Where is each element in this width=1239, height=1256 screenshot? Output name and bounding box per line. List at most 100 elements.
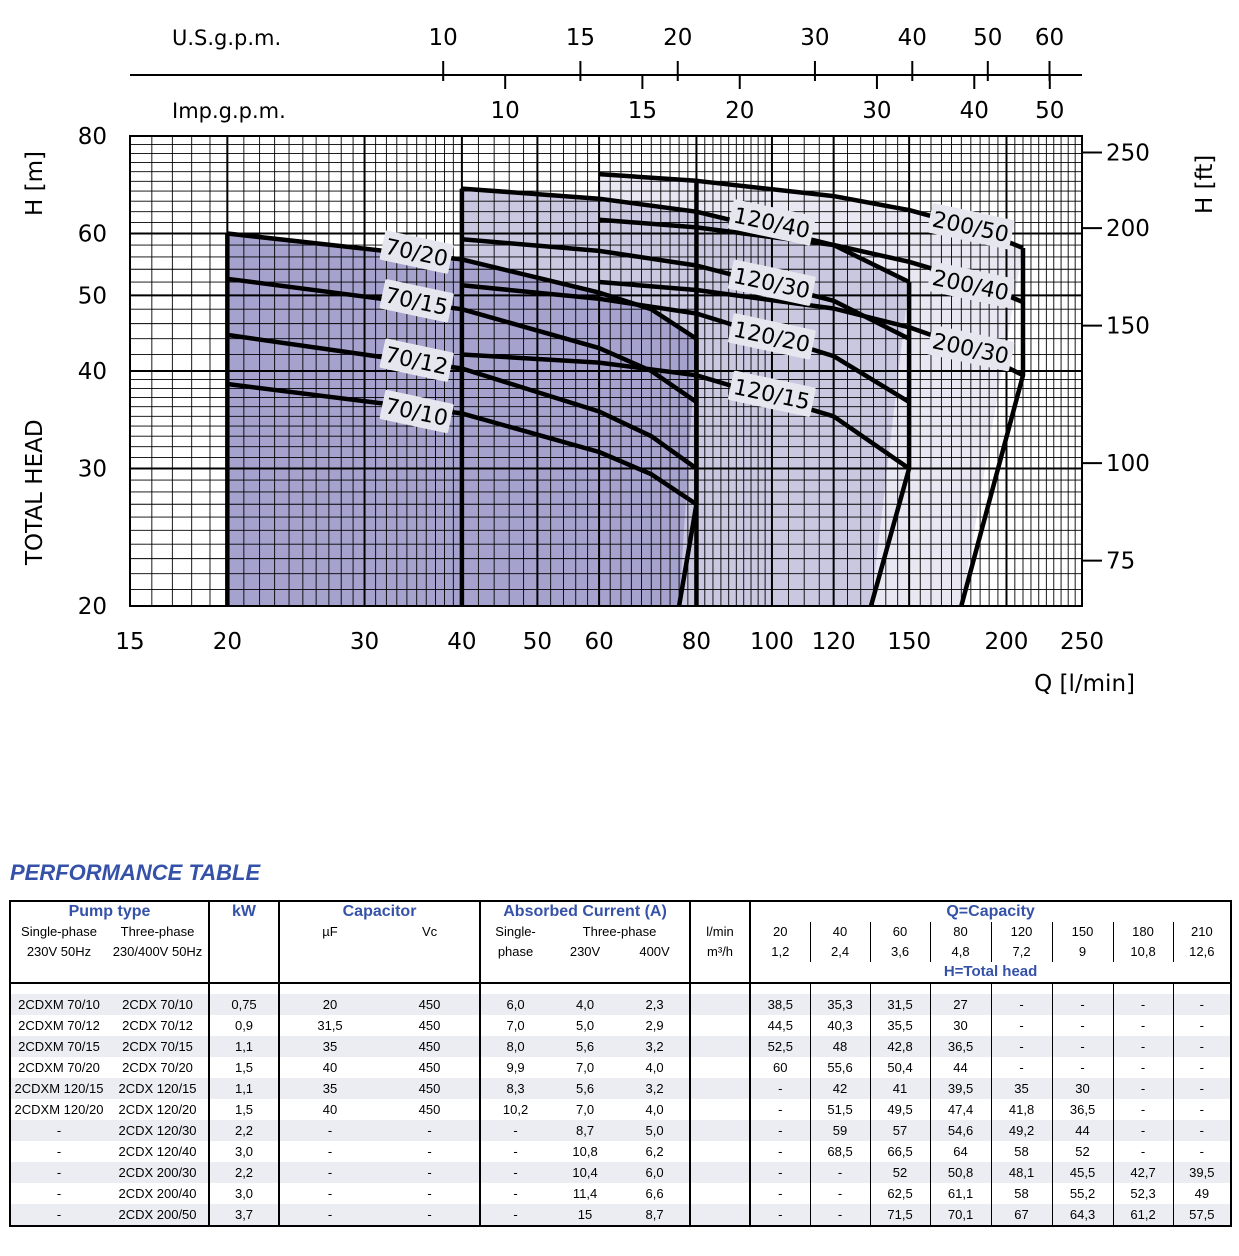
cell-400v-current: 4,0 [620, 1057, 691, 1078]
cell-single-current: - [479, 1141, 551, 1162]
q-lmin-20: 20 [749, 922, 811, 942]
y2-tick-label: 250 [1106, 140, 1150, 166]
table-row: 2CDXM 70/10 2CDX 70/10 0,75 20 450 6,0 4,0 2,3 3… [9, 994, 1233, 1015]
cell-head: 58 [990, 1141, 1053, 1162]
cell-kw: 0,75 [208, 994, 280, 1015]
cell-single-phase: 2CDXM 70/20 [9, 1057, 107, 1078]
q-m3h-4: 7,2 [990, 942, 1053, 962]
cell-head: 68,5 [809, 1141, 871, 1162]
cell-head: - [990, 1036, 1053, 1057]
cell-uf: 35 [278, 1078, 381, 1099]
cell-single-phase: - [9, 1204, 107, 1226]
cell-230v-current: 5,6 [550, 1078, 621, 1099]
x-tick-label: 40 [447, 629, 476, 655]
cell-single-current: - [479, 1183, 551, 1204]
us-gpm-tick-label: 30 [800, 25, 829, 51]
cell-three-phase: 2CDX 70/10 [107, 994, 210, 1015]
cell-three-phase: 2CDX 200/30 [107, 1162, 210, 1183]
cell-single-phase: 2CDXM 70/15 [9, 1036, 107, 1057]
cell-head: - [1172, 1036, 1233, 1057]
q-m3h-5: 9 [1051, 942, 1114, 962]
cell-head: 50,8 [929, 1162, 992, 1183]
header-lmin: l/min [689, 922, 751, 942]
chart-grid [129, 135, 1083, 607]
cell-head: 54,6 [929, 1120, 992, 1141]
x-tick-label: 30 [350, 629, 379, 655]
y-tick-label: 30 [78, 457, 107, 483]
header-three: Three-phase [582, 924, 657, 939]
cell-head: 30 [1051, 1078, 1114, 1099]
us-gpm-tick-label: 10 [429, 25, 458, 51]
cell-head: - [1112, 1099, 1174, 1120]
y-tick-label: 50 [78, 283, 107, 309]
table-row: 2CDXM 70/15 2CDX 70/15 1,1 35 450 8,0 5,6 3,2 52… [9, 1036, 1233, 1057]
header-capacity: Q=Capacity [749, 901, 1233, 922]
cell-vc: 450 [380, 1036, 481, 1057]
cell-vc: - [380, 1120, 481, 1141]
cell-head: - [1112, 994, 1174, 1015]
cell-single-phase: 2CDXM 120/15 [9, 1078, 107, 1099]
imp-gpm-tick-label: 15 [628, 98, 657, 124]
cell-single-current: - [479, 1204, 551, 1226]
cell-400v-current: 5,0 [620, 1120, 691, 1141]
cell-single-current: - [479, 1120, 551, 1141]
cell-head: 44 [929, 1057, 992, 1078]
table-row: -2CDX 200/50 3,7- - -15 8,7- -71,5 70,1 67 64,3 6… [9, 1204, 1233, 1226]
cell-head: - [749, 1120, 811, 1141]
x-tick-label: 120 [812, 629, 856, 655]
cell-head: 38,5 [749, 994, 811, 1015]
cell-head: 71,5 [869, 1204, 931, 1226]
header-vc: Vc [421, 924, 438, 939]
cell-400v-current: 2,3 [620, 994, 691, 1015]
cell-head: 59 [809, 1120, 871, 1141]
cell-head: 52 [869, 1162, 931, 1183]
cell-head: 31,5 [869, 994, 931, 1015]
cell-head: 42 [809, 1078, 871, 1099]
header-400: 400V [639, 944, 670, 959]
header-single-phase: Single-phase [9, 922, 107, 942]
cell-vc: 450 [380, 1057, 481, 1078]
cell-head: 48,1 [990, 1162, 1053, 1183]
imp-gpm-tick-label: 50 [1035, 98, 1064, 124]
cell-head: 27 [929, 994, 992, 1015]
cell-three-phase: 2CDX 70/12 [107, 1015, 210, 1036]
cell-head: - [1112, 1057, 1174, 1078]
cell-230v-current: 11,4 [550, 1183, 621, 1204]
cell-head: 55,2 [1051, 1183, 1114, 1204]
x-tick-label: 20 [213, 629, 242, 655]
q-m3h-0: 1,2 [749, 942, 811, 962]
cell-single-current: 8,3 [479, 1078, 551, 1099]
header-single: Single- [479, 922, 551, 942]
cell-head: - [1112, 1078, 1174, 1099]
cell-head: 52,5 [749, 1036, 811, 1057]
cell-head: 70,1 [929, 1204, 992, 1226]
q-m3h-1: 2,4 [809, 942, 871, 962]
table-row: 2CDXM 120/15 2CDX 120/15 1,1 35 450 8,3 5,6 3,2… [9, 1078, 1233, 1099]
y-axis-label-total-head: TOTAL HEAD [22, 419, 48, 566]
cell-uf: - [278, 1204, 381, 1226]
cell-vc: - [380, 1183, 481, 1204]
max-flow-70 [676, 338, 699, 607]
x-tick-label: 50 [523, 629, 552, 655]
x-tick-label: 60 [584, 629, 613, 655]
cell-head: 60 [749, 1057, 811, 1078]
cell-head: - [1112, 1141, 1174, 1162]
y-tick-label: 40 [78, 359, 107, 385]
table-row: 2CDXM 70/12 2CDX 70/12 0,9 31,5 450 7,0 5,0 2,9… [9, 1015, 1233, 1036]
cell-single-current: 6,0 [479, 994, 551, 1015]
cell-single-current: - [479, 1162, 551, 1183]
cell-head: 66,5 [869, 1141, 931, 1162]
performance-table: Pump type kW Capacitor Absorbed Current … [8, 900, 1233, 1227]
cell-vc: - [380, 1162, 481, 1183]
cell-230v-current: 10,4 [550, 1162, 621, 1183]
cell-head: 44,5 [749, 1015, 811, 1036]
imp-gpm-tick-label: 40 [960, 98, 989, 124]
q-m3h-3: 4,8 [929, 942, 992, 962]
cell-three-phase: 2CDX 120/30 [107, 1120, 210, 1141]
x-tick-label: 100 [750, 629, 794, 655]
cell-three-phase: 2CDX 120/20 [107, 1099, 210, 1120]
imp-gpm-tick-label: 30 [862, 98, 891, 124]
cell-vc: 450 [380, 1078, 481, 1099]
cell-head: - [749, 1162, 811, 1183]
cell-kw: 0,9 [208, 1015, 280, 1036]
